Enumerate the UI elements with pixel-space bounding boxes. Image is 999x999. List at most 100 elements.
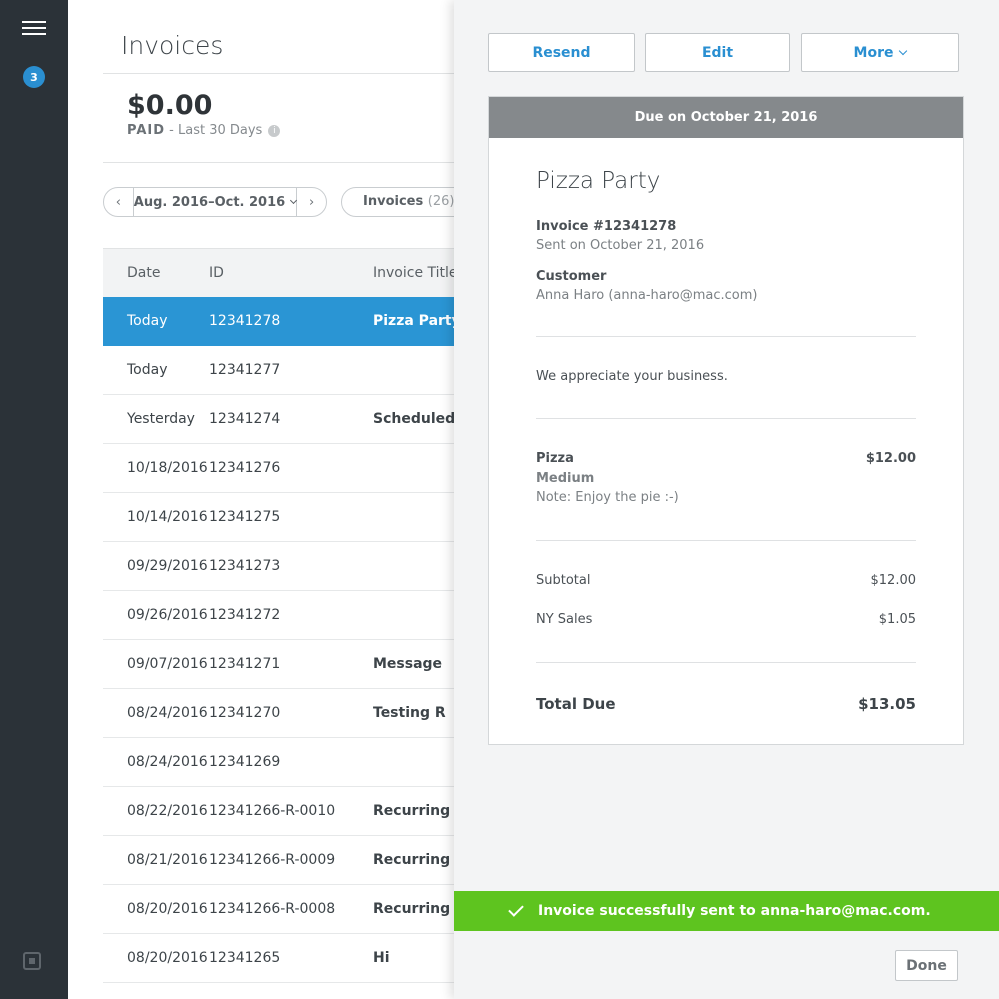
paid-summary: PAID - Last 30 Days i — [127, 123, 281, 138]
row-id: 12341271 — [209, 656, 281, 672]
more-label: More — [853, 44, 894, 61]
row-id: 12341277 — [209, 362, 281, 378]
row-date: Yesterday — [127, 411, 195, 427]
row-id: 12341266-R-0008 — [209, 901, 336, 917]
table-row[interactable]: 10/14/2016 12341275 — [103, 493, 454, 542]
row-title: Hi — [373, 950, 390, 966]
row-date: 09/26/2016 — [127, 607, 208, 623]
invoice-sent-date: Sent on October 21, 2016 — [536, 238, 705, 253]
row-id: 12341278 — [209, 313, 281, 329]
invoice-number: Invoice #12341278 — [536, 219, 677, 234]
row-id: 12341276 — [209, 460, 281, 476]
divider — [103, 73, 454, 74]
row-id: 12341266-R-0009 — [209, 852, 336, 868]
table-row[interactable]: Today 12341277 — [103, 346, 454, 395]
row-date: 09/29/2016 — [127, 558, 208, 574]
info-icon[interactable]: i — [268, 125, 281, 137]
row-date: Today — [127, 362, 168, 378]
subtotal-value: $12.00 — [870, 573, 917, 588]
row-id: 12341274 — [209, 411, 281, 427]
row-date: 08/21/2016 — [127, 852, 208, 868]
table-row[interactable]: 08/24/2016 12341270 Testing R — [103, 689, 454, 738]
table-row[interactable]: 10/18/2016 12341276 — [103, 444, 454, 493]
chevron-right-icon[interactable]: › — [308, 194, 315, 210]
row-title: Message — [373, 656, 443, 672]
row-id: 12341269 — [209, 754, 281, 770]
item-variant: Medium — [536, 471, 595, 486]
row-title: Pizza Party — [373, 313, 454, 329]
chevron-down-icon — [290, 196, 298, 204]
table-row[interactable]: 08/21/2016 12341266-R-0009 Recurring — [103, 836, 454, 885]
row-title: Scheduled — [373, 411, 454, 427]
due-date-banner: Due on October 21, 2016 — [489, 97, 963, 138]
invoices-table: Date ID Invoice Title Today 12341278 Pizza… — [103, 248, 454, 983]
row-id: 12341266-R-0010 — [209, 803, 336, 819]
table-row[interactable]: 09/07/2016 12341271 Message — [103, 640, 454, 689]
row-date: 08/24/2016 — [127, 705, 208, 721]
item-price: $12.00 — [865, 451, 916, 466]
checkmark-icon — [508, 900, 524, 917]
row-id: 12341273 — [209, 558, 281, 574]
date-range-dropdown[interactable]: Aug. 2016–Oct. 2016 — [132, 188, 298, 216]
notification-badge[interactable]: 3 — [23, 66, 45, 88]
row-id: 12341272 — [209, 607, 281, 623]
tax-value: $1.05 — [878, 612, 916, 627]
edit-button[interactable]: Edit — [645, 33, 790, 72]
row-date: 08/20/2016 — [127, 901, 208, 917]
row-title: Testing R — [373, 705, 446, 721]
row-date: 09/07/2016 — [127, 656, 208, 672]
column-header-title[interactable]: Invoice Title — [373, 265, 454, 281]
table-row[interactable]: Today 12341278 Pizza Party — [103, 297, 454, 346]
table-header: Date ID Invoice Title — [103, 248, 454, 297]
row-title: Recurring — [373, 803, 451, 819]
item-name: Pizza — [536, 451, 574, 466]
paid-amount: $0.00 — [127, 90, 213, 121]
table-row[interactable]: 08/22/2016 12341266-R-0010 Recurring — [103, 787, 454, 836]
paid-label: PAID — [127, 123, 166, 138]
table-row[interactable]: 08/20/2016 12341266-R-0008 Recurring — [103, 885, 454, 934]
page-title: Invoices — [121, 31, 224, 60]
date-range-pager: ‹ Aug. 2016–Oct. 2016 › — [103, 187, 327, 217]
invoices-count: (26) — [427, 194, 454, 209]
table-row[interactable]: 09/29/2016 12341273 — [103, 542, 454, 591]
invoice-preview: Due on October 21, 2016 Pizza Party Invo… — [488, 96, 964, 745]
total-due-label: Total Due — [536, 695, 616, 713]
subtotal-label: Subtotal — [536, 573, 591, 588]
customer-label: Customer — [536, 269, 607, 284]
customer-value: Anna Haro (anna-haro@mac.com) — [536, 288, 758, 303]
row-title: Recurring — [373, 901, 451, 917]
row-id: 12341270 — [209, 705, 281, 721]
chevron-down-icon — [899, 46, 908, 55]
done-button[interactable]: Done — [895, 950, 958, 981]
row-title: Recurring — [373, 852, 451, 868]
table-row[interactable]: 08/24/2016 12341269 — [103, 738, 454, 787]
tax-label: NY Sales — [536, 612, 593, 627]
row-date: Today — [127, 313, 168, 329]
row-date: 10/18/2016 — [127, 460, 208, 476]
row-id: 12341275 — [209, 509, 281, 525]
square-logo-icon[interactable] — [23, 952, 41, 970]
column-header-id[interactable]: ID — [209, 265, 224, 281]
more-button[interactable]: More — [801, 33, 959, 72]
divider — [536, 662, 916, 663]
chevron-left-icon[interactable]: ‹ — [115, 194, 121, 210]
divider — [536, 336, 916, 337]
column-header-date[interactable]: Date — [127, 265, 161, 281]
row-date: 10/14/2016 — [127, 509, 208, 525]
row-date: 08/24/2016 — [127, 754, 208, 770]
total-due-value: $13.05 — [858, 695, 916, 713]
table-row[interactable]: 09/26/2016 12341272 — [103, 591, 454, 640]
toast-message: Invoice successfully sent to anna-haro@m… — [538, 903, 931, 919]
row-date: 08/20/2016 — [127, 950, 208, 966]
success-toast: Invoice successfully sent to anna-haro@m… — [454, 891, 999, 931]
row-id: 12341265 — [209, 950, 281, 966]
invoice-message: We appreciate your business. — [536, 369, 728, 384]
invoice-detail-panel: Resend Edit More Due on October 21, 2016… — [454, 0, 999, 999]
table-row[interactable]: Yesterday 12341274 Scheduled — [103, 395, 454, 444]
table-row[interactable]: 08/20/2016 12341265 Hi — [103, 934, 454, 983]
resend-button[interactable]: Resend — [488, 33, 635, 72]
hamburger-menu-icon[interactable] — [22, 20, 46, 38]
date-range-label: Aug. 2016–Oct. 2016 — [133, 194, 286, 210]
invoices-filter-button[interactable]: Invoices (26) — [341, 187, 454, 217]
row-date: 08/22/2016 — [127, 803, 208, 819]
